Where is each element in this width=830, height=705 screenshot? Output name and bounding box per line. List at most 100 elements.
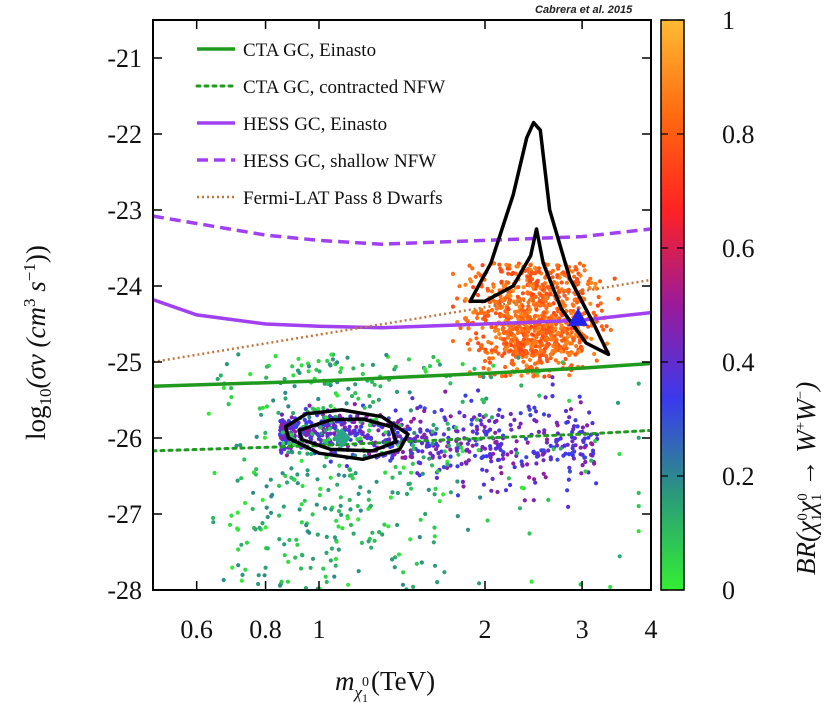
- data-point: [455, 429, 460, 434]
- data-point: [508, 411, 513, 417]
- data-point: [509, 342, 514, 348]
- data-point: [432, 525, 437, 530]
- data-point: [464, 448, 469, 453]
- x-tick-label: 0.6: [180, 615, 213, 644]
- data-point: [459, 445, 464, 450]
- data-point: [551, 336, 556, 342]
- data-point: [286, 559, 291, 565]
- legend-label-5: Fermi-LAT Pass 8 Dwarfs: [243, 188, 443, 209]
- data-point: [577, 349, 582, 354]
- data-point: [411, 446, 416, 451]
- data-point: [493, 446, 498, 451]
- data-point: [215, 376, 220, 382]
- data-point: [479, 422, 484, 427]
- data-point: [426, 487, 431, 492]
- data-point: [508, 372, 513, 378]
- data-point: [570, 453, 575, 458]
- data-point: [533, 265, 538, 271]
- data-point: [259, 412, 264, 417]
- data-point: [580, 463, 585, 468]
- data-point: [408, 454, 413, 459]
- y-tick-label: -28: [107, 576, 142, 605]
- data-point: [512, 465, 517, 470]
- data-point: [355, 503, 360, 509]
- data-point: [435, 469, 440, 474]
- data-point: [532, 314, 538, 319]
- x-tick-label: 0.8: [249, 615, 282, 644]
- data-point: [525, 462, 530, 467]
- data-point: [316, 359, 321, 364]
- data-point: [476, 348, 482, 353]
- data-point: [565, 327, 570, 332]
- y-tick-label: -27: [107, 500, 142, 529]
- data-point: [504, 331, 509, 336]
- data-point: [481, 374, 486, 380]
- data-point: [553, 313, 559, 318]
- data-point: [497, 331, 502, 337]
- data-point: [542, 374, 547, 379]
- data-point: [327, 426, 332, 431]
- data-point: [506, 314, 511, 319]
- data-point: [487, 356, 492, 361]
- data-point: [524, 349, 529, 354]
- data-point: [280, 430, 285, 435]
- data-point: [550, 375, 555, 380]
- data-point: [542, 310, 547, 315]
- data-point: [506, 280, 511, 285]
- data-point: [581, 438, 586, 443]
- data-point: [525, 440, 530, 445]
- data-point: [495, 457, 501, 463]
- data-point: [472, 366, 477, 371]
- data-point: [489, 488, 494, 493]
- data-point: [367, 404, 372, 409]
- data-point: [577, 338, 583, 343]
- data-point: [277, 583, 283, 588]
- x-tick-label: 2: [479, 615, 492, 644]
- data-point: [578, 445, 583, 450]
- data-point: [556, 266, 561, 271]
- data-point: [494, 335, 499, 340]
- data-point: [239, 476, 244, 481]
- data-point: [406, 357, 411, 362]
- data-point: [567, 465, 572, 470]
- data-point: [505, 335, 510, 340]
- data-point: [580, 425, 586, 430]
- data-point: [541, 327, 546, 332]
- data-point: [339, 366, 344, 371]
- data-point: [306, 369, 311, 374]
- data-point: [530, 332, 535, 337]
- data-point: [567, 398, 572, 403]
- data-point: [282, 376, 287, 382]
- data-point: [397, 470, 402, 476]
- data-point: [527, 475, 532, 480]
- data-point: [560, 360, 565, 365]
- data-point: [499, 269, 504, 274]
- data-point: [283, 473, 288, 478]
- data-point: [236, 527, 241, 532]
- data-point: [599, 324, 604, 329]
- data-point: [411, 584, 416, 590]
- data-point: [314, 367, 319, 372]
- data-point: [356, 491, 361, 496]
- data-point: [536, 453, 541, 458]
- data-point: [567, 469, 573, 474]
- data-point: [344, 401, 349, 406]
- data-point: [567, 353, 572, 358]
- data-point: [242, 457, 247, 462]
- colorbar-ticks: 0 0.2 0.4 0.6 0.8 1: [661, 6, 755, 605]
- data-point: [490, 476, 495, 481]
- data-point: [530, 292, 535, 297]
- data-point: [292, 477, 297, 482]
- data-point: [328, 558, 333, 563]
- data-point: [505, 310, 510, 316]
- data-point: [346, 582, 351, 587]
- data-point: [299, 458, 304, 463]
- best-fit-low: [332, 428, 351, 448]
- data-point: [536, 429, 542, 434]
- data-point: [323, 428, 328, 433]
- data-point: [401, 570, 406, 575]
- data-point: [420, 471, 425, 476]
- data-point: [521, 337, 527, 342]
- data-point: [442, 570, 447, 575]
